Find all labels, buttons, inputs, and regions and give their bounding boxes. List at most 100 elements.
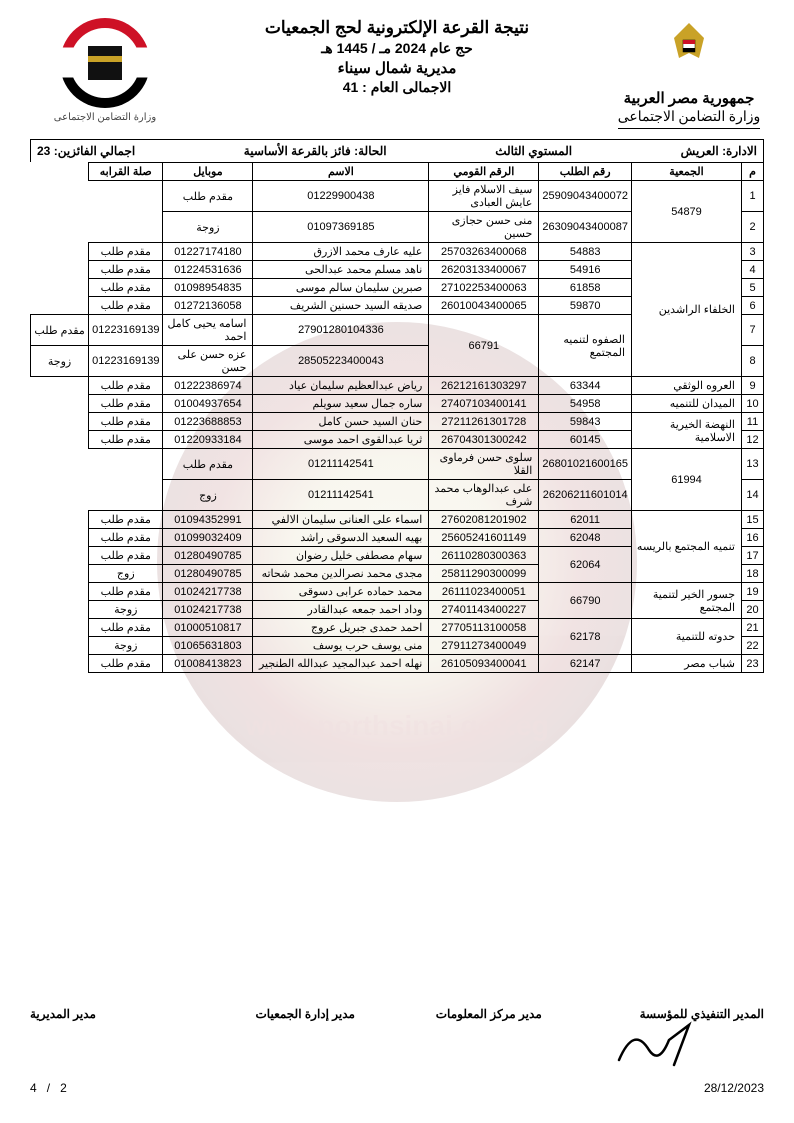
cell-nat: 26212161303297 — [429, 377, 539, 395]
cell-name: سيف الاسلام فايز عايش العبادى — [429, 181, 539, 212]
cell-name: ثريا عبدالقوى احمد موسى — [253, 431, 429, 449]
ministry-name: وزارة التضامن الاجتماعى — [618, 109, 761, 129]
cell-mobile: 01024217738 — [163, 583, 253, 601]
signature-row: المدير التنفيذي للمؤسسة مدير مركز المعلو… — [30, 1007, 764, 1021]
header-left: وزارة التضامن الاجتماعى — [30, 18, 180, 123]
col-mobile: موبايل — [163, 163, 253, 181]
cell-nat: 26704301300242 — [429, 431, 539, 449]
kaaba-logo — [60, 18, 150, 108]
title-main: نتيجة القرعة الإلكترونية لحج الجمعيات — [180, 18, 614, 38]
cell-req: 66791 — [429, 315, 539, 377]
cell-req: 54879 — [632, 181, 742, 243]
cell-mobile: 01229900438 — [253, 181, 429, 212]
cell-assoc: النهضة الخيرية الاسلامية — [632, 413, 742, 449]
page-header: جمهورية مصر العربية وزارة التضامن الاجتم… — [30, 18, 764, 129]
cell-assoc: تنميه المجتمع بالريسه — [632, 511, 742, 583]
footer-pagination: 2 / 4 — [30, 1081, 67, 1095]
cell-nat: 27401143400227 — [429, 601, 539, 619]
cell-nat: 27901280104336 — [253, 315, 429, 346]
footer-bar: 28/12/2023 2 / 4 — [30, 1081, 764, 1095]
table-row: 136199426801021600165سلوى حسن فرماوى الق… — [31, 449, 764, 480]
cell-rel: مقدم طلب — [89, 529, 163, 547]
cell-name: اسامه يحيى كامل احمد — [163, 315, 253, 346]
header-center: نتيجة القرعة الإلكترونية لحج الجمعيات حج… — [180, 18, 614, 96]
cell-name: بهيه السعيد الدسوقى راشد — [253, 529, 429, 547]
cell-m: 18 — [742, 565, 764, 583]
cell-rel: مقدم طلب — [89, 547, 163, 565]
cell-m: 5 — [742, 279, 764, 297]
cell-name: ناهد مسلم محمد عبدالحى — [253, 261, 429, 279]
cell-rel: مقدم طلب — [89, 297, 163, 315]
cell-nat: 27911273400049 — [429, 637, 539, 655]
cell-rel: زوجة — [31, 346, 89, 377]
cell-mobile: 01097369185 — [253, 212, 429, 243]
cell-assoc: جسور الخير لتنمية المجتمع — [632, 583, 742, 619]
cell-name: على عبدالوهاب محمد شرف — [429, 480, 539, 511]
cell-rel: مقدم طلب — [163, 449, 253, 480]
cell-name: منى يوسف حرب يوسف — [253, 637, 429, 655]
cell-m: 6 — [742, 297, 764, 315]
cell-mobile: 01220933184 — [163, 431, 253, 449]
results-table: م الجمعية رقم الطلب الرقم القومي الاسم م… — [30, 162, 764, 673]
sig-assoc: مدير إدارة الجمعيات — [214, 1007, 398, 1021]
cell-m: 10 — [742, 395, 764, 413]
cell-name: صبرين سليمان سالم موسى — [253, 279, 429, 297]
cell-name: صديقه السيد حسنين الشريف — [253, 297, 429, 315]
cell-m: 16 — [742, 529, 764, 547]
cell-name: سهام مصطفى خليل رضوان — [253, 547, 429, 565]
table-row: 23شباب مصر6214726105093400041نهله احمد ع… — [31, 655, 764, 673]
cell-rel: زوجة — [89, 637, 163, 655]
country-name: جمهورية مصر العربية — [614, 89, 764, 107]
cell-rel: مقدم طلب — [89, 619, 163, 637]
cell-m: 12 — [742, 431, 764, 449]
col-assoc: الجمعية — [632, 163, 742, 181]
cell-mobile: 01008413823 — [163, 655, 253, 673]
cell-m: 7 — [742, 315, 764, 346]
cell-name: منى حسن حجازى حسين — [429, 212, 539, 243]
cell-m: 17 — [742, 547, 764, 565]
cell-m: 1 — [742, 181, 764, 212]
cell-m: 14 — [742, 480, 764, 511]
cell-rel: مقدم طلب — [89, 261, 163, 279]
cell-req: 61994 — [632, 449, 742, 511]
cell-nat: 27102253400063 — [429, 279, 539, 297]
cell-req: 59870 — [539, 297, 632, 315]
table-row: 19جسور الخير لتنمية المجتمع6679026111023… — [31, 583, 764, 601]
cell-name: نهله احمد عبدالمجيد عبدالله الطنجير — [253, 655, 429, 673]
cell-name: احمد حمدى جبريل عروج — [253, 619, 429, 637]
cell-req: 62064 — [539, 547, 632, 583]
cell-assoc: شباب مصر — [632, 655, 742, 673]
cell-m: 21 — [742, 619, 764, 637]
cell-m: 9 — [742, 377, 764, 395]
col-rel: صلة القرابه — [89, 163, 163, 181]
cell-rel: مقدم طلب — [89, 395, 163, 413]
cell-assoc: الصفوه لتنميه المجتمع — [539, 315, 632, 377]
cell-name: ساره جمال سعيد سويلم — [253, 395, 429, 413]
cell-name: رياض عبدالعظيم سليمان عياد — [253, 377, 429, 395]
sig-dir: مدير المديرية — [30, 1007, 214, 1021]
cell-name: حنان السيد حسن كامل — [253, 413, 429, 431]
cell-rel: مقدم طلب — [31, 315, 89, 346]
cell-req: 62147 — [539, 655, 632, 673]
cell-m: 23 — [742, 655, 764, 673]
cell-assoc: حدوته للتنمية — [632, 619, 742, 655]
table-row: 15487925909043400072سيف الاسلام فايز عاي… — [31, 181, 764, 212]
page-footer: المدير التنفيذي للمؤسسة مدير مركز المعلو… — [30, 1007, 764, 1095]
cell-nat: 28505223400043 — [253, 346, 429, 377]
info-admin: الادارة: العريش — [681, 144, 757, 158]
col-nat: الرقم القومي — [429, 163, 539, 181]
table-row: 15تنميه المجتمع بالريسه62011276020812019… — [31, 511, 764, 529]
cell-rel: مقدم طلب — [163, 181, 253, 212]
cell-req: 62011 — [539, 511, 632, 529]
title-total: الاجمالى العام : 41 — [180, 79, 614, 96]
cell-nat: 27211261301728 — [429, 413, 539, 431]
cell-rel: مقدم طلب — [89, 583, 163, 601]
cell-m: 15 — [742, 511, 764, 529]
cell-req: 60145 — [539, 431, 632, 449]
kaaba-icon — [88, 46, 122, 80]
footer-date: 28/12/2023 — [704, 1081, 764, 1095]
cell-nat: 26010043400065 — [429, 297, 539, 315]
cell-assoc: العروه الوثقي — [632, 377, 742, 395]
cell-m: 3 — [742, 243, 764, 261]
col-m: م — [742, 163, 764, 181]
